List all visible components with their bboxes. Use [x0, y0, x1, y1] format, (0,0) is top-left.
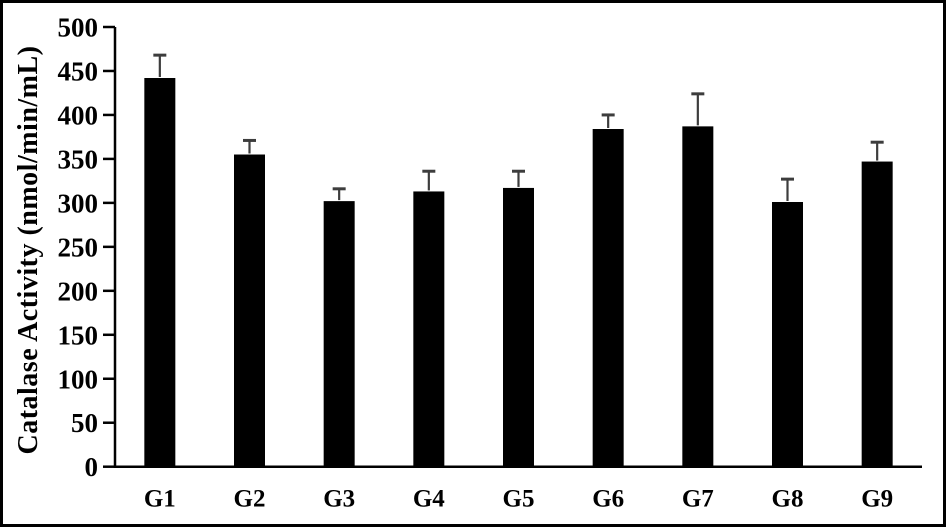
y-tick-label: 500: [58, 13, 99, 43]
x-tick-label-G8: G8: [772, 486, 804, 513]
y-tick-label: 150: [58, 320, 99, 350]
x-tick-label-G2: G2: [234, 486, 266, 513]
y-tick-label: 50: [71, 408, 98, 438]
y-tick-label: 300: [58, 188, 99, 218]
y-tick-label: 350: [58, 144, 99, 174]
x-tick-label-G6: G6: [592, 486, 624, 513]
bar-G7: [682, 126, 714, 467]
x-tick-label-G5: G5: [503, 486, 535, 513]
bar-G5: [503, 187, 534, 467]
bar-G8: [772, 202, 803, 467]
y-tick-label: 100: [58, 364, 99, 394]
x-tick-label-G4: G4: [413, 486, 445, 513]
bar-G2: [234, 154, 265, 467]
x-tick-label-G3: G3: [323, 486, 355, 513]
y-tick-label: 200: [58, 276, 99, 306]
x-tick-label-G9: G9: [861, 486, 893, 513]
bar-G9: [861, 161, 893, 467]
bar-G3: [323, 201, 355, 467]
bar-G4: [413, 191, 445, 467]
y-tick-label: 400: [58, 100, 99, 130]
y-tick-label: 250: [58, 232, 99, 262]
x-tick-label-G1: G1: [144, 486, 176, 513]
bar-G1: [144, 78, 176, 467]
y-axis-title: Catalase Activity (nmol/min/mL): [13, 45, 44, 455]
y-tick-label: 0: [85, 452, 99, 482]
bar-G6: [592, 129, 624, 467]
x-tick-label-G7: G7: [682, 486, 714, 513]
y-tick-label: 450: [58, 56, 99, 86]
